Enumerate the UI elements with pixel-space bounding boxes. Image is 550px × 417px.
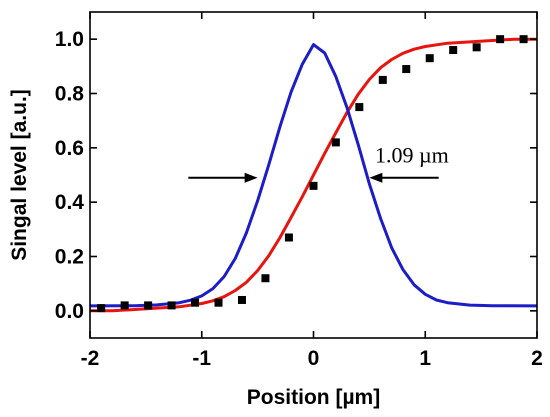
y-tick-label: 0.6 <box>55 137 84 160</box>
series-line-1 <box>90 37 537 313</box>
data-point <box>402 65 411 74</box>
data-point <box>237 295 246 304</box>
data-point <box>144 301 153 310</box>
fwhm-annotation: 1.09 µm <box>375 142 449 167</box>
x-axis-title: Position [µm] <box>247 386 380 409</box>
y-axis-title: Singal level [a.u.] <box>8 89 31 261</box>
y-tick-label: 0.2 <box>55 246 84 269</box>
data-point <box>496 35 505 44</box>
x-tick-label: -1 <box>192 347 211 370</box>
y-tick-label: 0.8 <box>55 83 85 106</box>
data-point <box>97 304 106 313</box>
data-point <box>378 75 387 84</box>
data-point <box>309 181 318 190</box>
data-point <box>472 43 481 52</box>
series-line-2 <box>90 43 537 308</box>
y-tick-label: 1.0 <box>55 28 84 51</box>
x-tick-label: 0 <box>308 347 320 370</box>
data-point <box>191 298 200 307</box>
y-tick-label: 0.0 <box>55 300 84 323</box>
data-point <box>425 54 434 63</box>
data-point <box>449 46 458 55</box>
data-point <box>261 274 270 283</box>
data-point <box>355 103 364 112</box>
axis-ticks: -2 -1 0 1 2 0.0 0.2 0.4 0.6 0.8 1.0 <box>55 12 543 370</box>
plot-series <box>90 35 537 313</box>
annotation-layer: 1.09 µm <box>188 142 449 183</box>
data-point <box>284 233 293 242</box>
data-point <box>214 298 223 307</box>
y-tick-label: 0.4 <box>55 191 85 214</box>
x-tick-label: 1 <box>419 347 431 370</box>
x-tick-label: 2 <box>531 347 543 370</box>
data-point <box>519 35 528 44</box>
data-point <box>331 138 340 147</box>
x-tick-label: -2 <box>81 347 100 370</box>
data-point <box>167 301 176 310</box>
data-point <box>120 301 129 310</box>
arrow-head <box>369 172 383 183</box>
arrow-head <box>244 172 258 183</box>
